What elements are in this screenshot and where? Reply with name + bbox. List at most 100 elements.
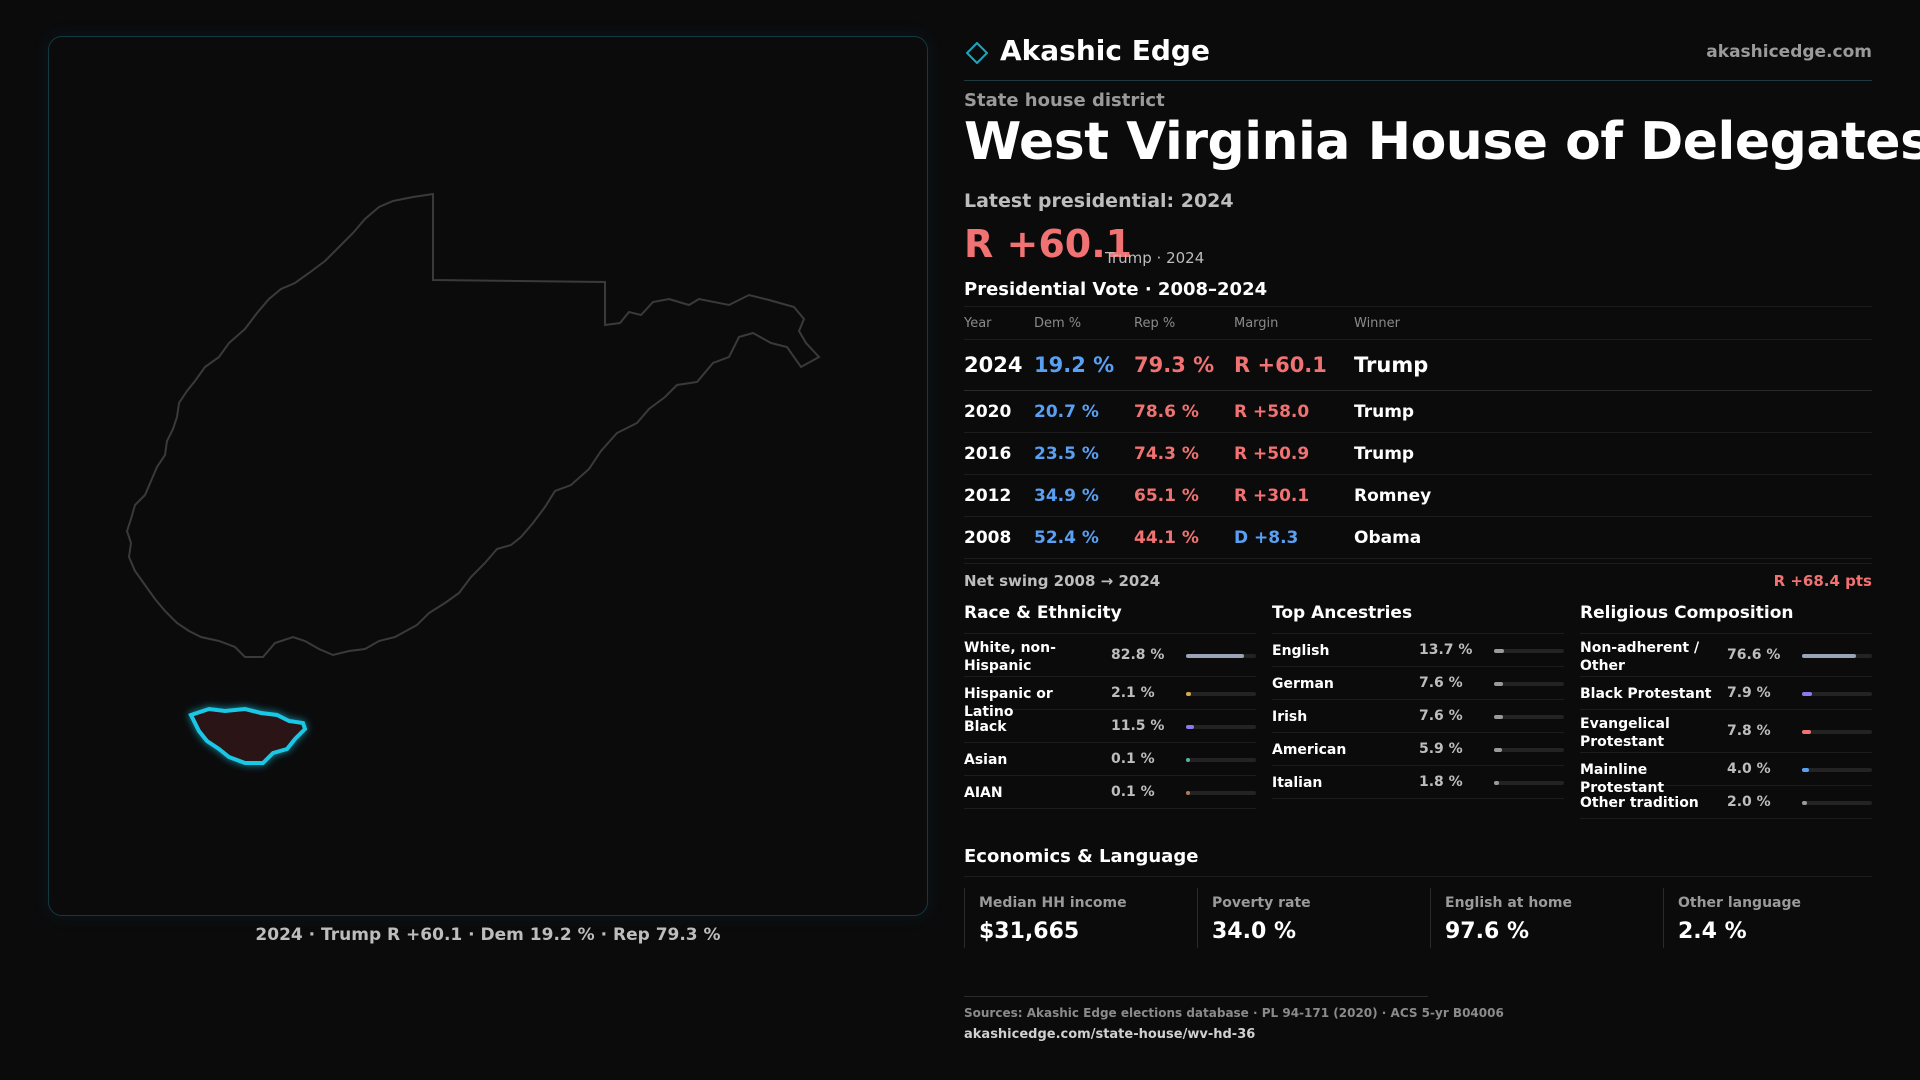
brand-url[interactable]: akashicedge.com — [1706, 42, 1872, 62]
share-bar-fill — [1186, 758, 1190, 762]
econ-label: Median HH income — [979, 895, 1127, 911]
list-item-value: 7.6 % — [1419, 675, 1463, 691]
share-bar-fill — [1802, 654, 1856, 658]
share-bar-fill — [1802, 692, 1812, 696]
share-bar-track — [1802, 768, 1872, 772]
sources-divider — [964, 996, 1428, 997]
col-year: Year — [964, 306, 1034, 340]
row-year: 2024 — [964, 339, 1034, 391]
source-url[interactable]: akashicedge.com/state-house/wv-hd-36 — [964, 1027, 1256, 1042]
list-item: Non-adherent / Other 76.6 % — [1580, 634, 1872, 677]
share-bar-fill — [1494, 715, 1503, 719]
table-row[interactable]: 2020 20.7 % 78.6 % R +58.0 Trump — [964, 390, 1872, 433]
share-bar-fill — [1186, 654, 1244, 658]
row-margin: R +60.1 — [1234, 339, 1354, 391]
share-bar-track — [1494, 682, 1564, 686]
col-dem: Dem % — [1034, 306, 1134, 340]
row-year: 2016 — [964, 432, 1034, 475]
table-row[interactable]: 2008 52.4 % 44.1 % D +8.3 Obama — [964, 516, 1872, 559]
brand-row: Akashic Edge akashicedge.com — [964, 34, 1872, 81]
econ-card-poverty: Poverty rate 34.0 % — [1197, 888, 1415, 948]
list-item-value: 2.0 % — [1727, 794, 1771, 810]
row-year: 2012 — [964, 474, 1034, 517]
list-item: AIAN 0.1 % — [964, 776, 1256, 809]
district-36-shape[interactable] — [188, 706, 308, 765]
share-bar-fill — [1494, 682, 1503, 686]
share-bar-fill — [1494, 748, 1502, 752]
list-item-value: 76.6 % — [1727, 647, 1781, 663]
title-wrap: West Virginia House of Delegates Distric… — [964, 112, 1920, 182]
list-item-label: Hispanic or Latino — [964, 686, 1053, 720]
list-item-label: Black — [964, 719, 1007, 735]
share-bar-track — [1186, 692, 1256, 696]
row-margin: R +50.9 — [1234, 432, 1354, 475]
share-bar-fill — [1802, 801, 1807, 805]
row-rep: 78.6 % — [1134, 390, 1234, 433]
row-year: 2008 — [964, 516, 1034, 559]
list-item-label: German — [1272, 676, 1334, 692]
list-item-value: 4.0 % — [1727, 761, 1771, 777]
latest-margin: R +60.1 — [964, 222, 1133, 266]
share-bar-fill — [1494, 649, 1504, 653]
row-rep: 44.1 % — [1134, 516, 1234, 559]
row-winner: Obama — [1354, 516, 1872, 559]
share-bar-track — [1802, 730, 1872, 734]
list-item-value: 11.5 % — [1111, 718, 1165, 734]
list-item-value: 82.8 % — [1111, 647, 1165, 663]
district-type: State house district — [964, 90, 1165, 111]
econ-label: Other language — [1678, 895, 1801, 911]
row-margin: D +8.3 — [1234, 516, 1354, 559]
list-item-value: 7.9 % — [1727, 685, 1771, 701]
share-bar-fill — [1802, 768, 1809, 772]
econ-value: 34.0 % — [1212, 919, 1296, 944]
econ-value: 97.6 % — [1445, 919, 1529, 944]
list-item-label: White, non-Hispanic — [964, 640, 1056, 674]
list-item: Hispanic or Latino 2.1 % — [964, 677, 1256, 720]
list-item-label: Mainline Protestant — [1580, 762, 1665, 796]
district-map[interactable] — [48, 36, 928, 916]
share-bar-fill — [1186, 791, 1190, 795]
list-item-label: Asian — [964, 752, 1008, 768]
sources-text: Sources: Akashic Edge elections database… — [964, 1006, 1504, 1020]
list-item-label: Black Protestant — [1580, 686, 1712, 702]
list-item-value: 7.6 % — [1419, 708, 1463, 724]
presidential-vote-table: Year Dem % Rep % Margin Winner 2024 19.2… — [964, 306, 1872, 559]
table-row[interactable]: 2012 34.9 % 65.1 % R +30.1 Romney — [964, 474, 1872, 517]
list-item: Black Protestant 7.9 % — [1580, 677, 1872, 710]
row-year: 2020 — [964, 390, 1034, 433]
list-item-label: American — [1272, 742, 1347, 758]
row-dem: 52.4 % — [1034, 516, 1134, 559]
list-item: Mainline Protestant 4.0 % — [1580, 753, 1872, 796]
table-row[interactable]: 2024 19.2 % 79.3 % R +60.1 Trump — [964, 339, 1872, 391]
list-item: Italian 1.8 % — [1272, 766, 1564, 799]
col-winner: Winner — [1354, 306, 1872, 340]
page-title: West Virginia House of Delegates Distric… — [964, 112, 1920, 172]
list-item-value: 0.1 % — [1111, 751, 1155, 767]
econ-card-english: English at home 97.6 % — [1430, 888, 1648, 948]
col-rep: Rep % — [1134, 306, 1234, 340]
share-bar-track — [1494, 649, 1564, 653]
share-bar-track — [1186, 654, 1256, 658]
list-item: Black 11.5 % — [964, 710, 1256, 743]
race-ethnicity-panel: Race & Ethnicity White, non-Hispanic 82.8… — [964, 603, 1256, 809]
col-margin: Margin — [1234, 306, 1354, 340]
econ-value: 2.4 % — [1678, 919, 1747, 944]
list-item-value: 2.1 % — [1111, 685, 1155, 701]
list-item-label: Italian — [1272, 775, 1323, 791]
share-bar-fill — [1186, 725, 1194, 729]
latest-presidential: Latest presidential: 2024 — [964, 190, 1234, 212]
row-dem: 20.7 % — [1034, 390, 1134, 433]
share-bar-fill — [1802, 730, 1811, 734]
share-bar-track — [1494, 748, 1564, 752]
share-bar-track — [1494, 715, 1564, 719]
map-svg — [125, 192, 821, 765]
list-item: American 5.9 % — [1272, 733, 1564, 766]
list-item-value: 5.9 % — [1419, 741, 1463, 757]
row-rep: 65.1 % — [1134, 474, 1234, 517]
table-header-row: Year Dem % Rep % Margin Winner — [964, 306, 1872, 340]
table-row[interactable]: 2016 23.5 % 74.3 % R +50.9 Trump — [964, 432, 1872, 475]
share-bar-track — [1494, 781, 1564, 785]
vote-table-title: Presidential Vote · 2008–2024 — [964, 279, 1268, 300]
list-item-label: AIAN — [964, 785, 1003, 801]
list-item: English 13.7 % — [1272, 634, 1564, 667]
